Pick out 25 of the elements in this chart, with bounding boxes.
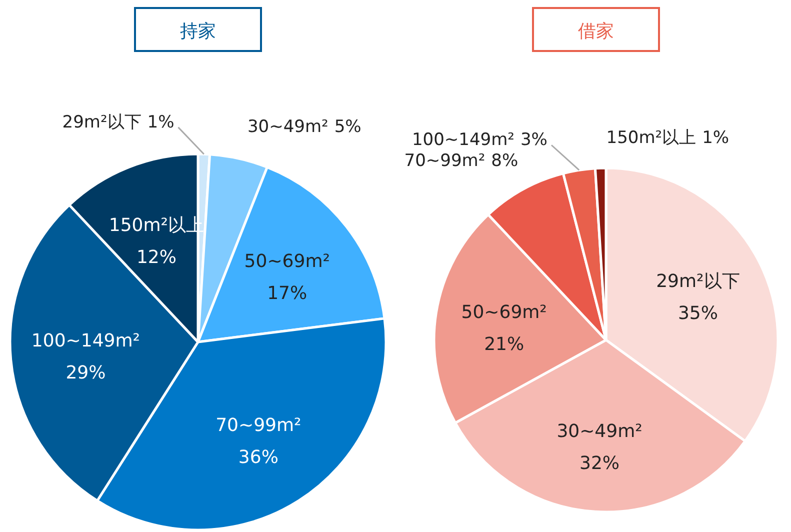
data-label: 35% <box>678 303 718 324</box>
data-label: 3% <box>520 130 548 150</box>
slice-label: 70~99m² <box>216 415 302 436</box>
chart-title: 借家 <box>578 21 614 42</box>
slice-label: 150m²以上 <box>606 128 696 148</box>
data-label: 29% <box>66 362 106 384</box>
data-label: 21% <box>484 334 524 355</box>
data-label: 1% <box>147 112 174 132</box>
slice-label: 100~149m² <box>31 330 140 352</box>
slice-label: 50~69m² <box>461 302 547 323</box>
slice-label: 29m²以下 <box>656 271 740 292</box>
chart-title: 持家 <box>180 21 216 42</box>
slice-label: 30~49m² <box>247 117 328 138</box>
slice-label: 29m²以下 <box>62 112 142 132</box>
data-label: 5% <box>334 117 362 138</box>
data-label: 32% <box>580 452 620 474</box>
data-label: 12% <box>136 247 176 268</box>
slice-label: 70~99m² <box>404 151 486 172</box>
data-label: 8% <box>491 151 518 172</box>
slice-label: 50~69m² <box>244 250 330 272</box>
slice-label: 100~149m² <box>412 130 514 150</box>
slice-label: 30~49m² <box>556 420 642 442</box>
data-label: 17% <box>267 282 308 304</box>
data-label: 36% <box>238 447 278 468</box>
data-label: 1% <box>702 128 730 148</box>
